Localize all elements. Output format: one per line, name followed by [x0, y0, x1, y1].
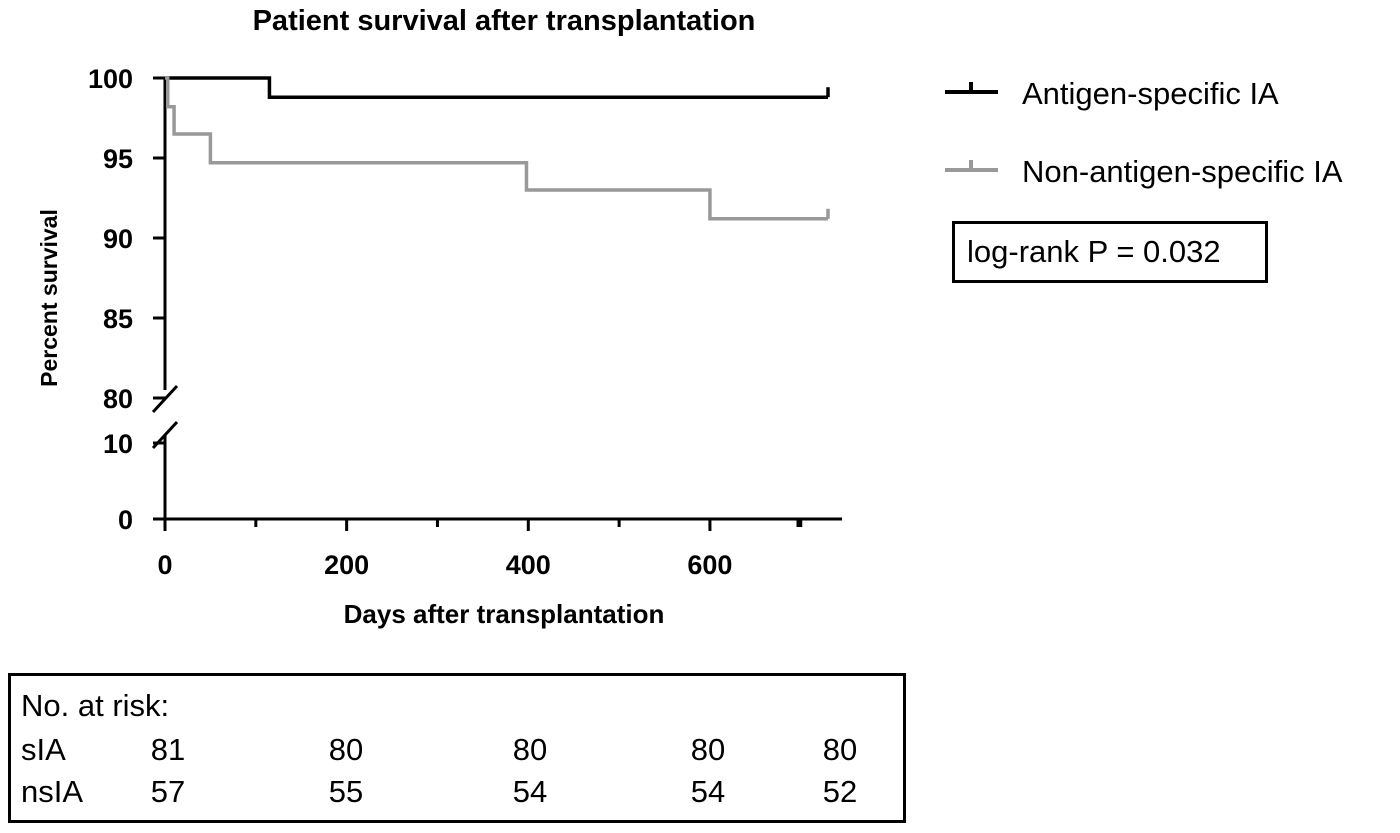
risk-cell: 54	[512, 774, 548, 809]
x-axis-label: Days after transplantation	[344, 599, 665, 629]
y-tick-label: 10	[103, 429, 133, 459]
risk-cell: 80	[328, 732, 364, 767]
series-line-2	[165, 76, 828, 221]
risk-table: No. at risk: sIA 81 80 80 80 80 nsIA 57 55 54 54 52	[8, 673, 906, 823]
y-tick-label: 95	[103, 144, 133, 174]
legend: Antigen-specific IA Non-antigen-specific …	[945, 76, 1343, 189]
risk-cell: 81	[150, 732, 186, 767]
risk-row-label: nsIA	[21, 774, 84, 809]
x-tick-label: 200	[324, 550, 369, 580]
axis-ticks	[153, 76, 803, 531]
logrank-annotation: log-rank P = 0.032	[967, 234, 1221, 269]
risk-cell: 55	[328, 774, 364, 809]
series-lines	[165, 76, 830, 221]
risk-cell: 52	[822, 774, 858, 809]
y-tick-label: 80	[103, 384, 133, 414]
legend-label: Antigen-specific IA	[1022, 76, 1279, 111]
logrank-annotation-box: log-rank P = 0.032	[952, 221, 1268, 283]
chart-title: Patient survival after transplantation	[253, 5, 756, 37]
risk-cell: 80	[822, 732, 858, 767]
y-tick-label: 85	[103, 304, 133, 334]
x-tick-label: 0	[157, 550, 172, 580]
y-tick-label: 0	[118, 505, 133, 535]
x-tick-label: 400	[506, 550, 551, 580]
risk-cell: 80	[512, 732, 548, 767]
y-tick-label: 100	[88, 64, 133, 94]
x-tick-label: 600	[687, 550, 732, 580]
risk-cell: 54	[690, 774, 726, 809]
risk-table-header: No. at risk:	[21, 688, 170, 723]
y-tick-label: 90	[103, 224, 133, 254]
series-line-1	[165, 76, 828, 99]
legend-label: Non-antigen-specific IA	[1022, 154, 1343, 189]
risk-cell: 80	[690, 732, 726, 767]
tick-labels: 0 200 400 600 80 85 90 95 100 0 10	[88, 64, 733, 580]
y-axis-label: Percent survival	[36, 209, 62, 387]
risk-row-label: sIA	[21, 732, 66, 767]
risk-cell: 57	[150, 774, 186, 809]
